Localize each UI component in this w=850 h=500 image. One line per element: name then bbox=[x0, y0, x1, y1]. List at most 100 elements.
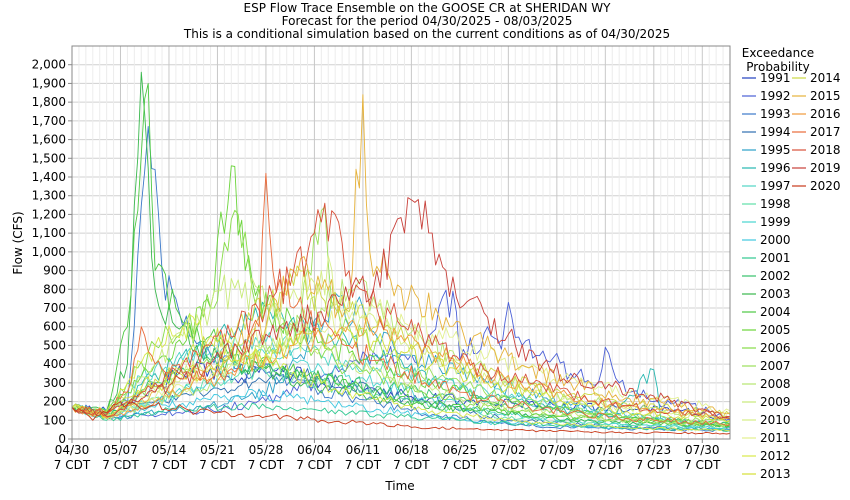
x-tick-date: 07/30 bbox=[685, 443, 720, 457]
legend-label-2007: 2007 bbox=[760, 359, 791, 373]
x-tick-tz: 7 CDT bbox=[54, 458, 91, 472]
legend-label-2000: 2000 bbox=[760, 233, 791, 247]
series-line-2017 bbox=[71, 172, 731, 427]
chart-title: ESP Flow Trace Ensemble on the GOOSE CR … bbox=[183, 1, 670, 41]
x-tick-date: 07/23 bbox=[637, 443, 672, 457]
y-tick-label: 900 bbox=[43, 264, 66, 278]
plot-area bbox=[72, 46, 730, 439]
series-line-2009 bbox=[71, 274, 731, 427]
title-line-3: This is a conditional simulation based o… bbox=[183, 27, 670, 41]
legend-label-2006: 2006 bbox=[760, 341, 791, 355]
series-line-2016 bbox=[71, 316, 730, 420]
x-tick-date: 05/21 bbox=[200, 443, 235, 457]
series-line-2011 bbox=[71, 298, 731, 420]
series-line-1999 bbox=[71, 347, 731, 430]
legend-label-1997: 1997 bbox=[760, 179, 791, 193]
y-tick-label: 0 bbox=[58, 432, 66, 446]
y-tick-label: 600 bbox=[43, 320, 66, 334]
y-tick-label: 2,000 bbox=[32, 58, 66, 72]
y-tick-label: 1,300 bbox=[32, 189, 66, 203]
x-tick-tz: 7 CDT bbox=[587, 458, 624, 472]
y-tick-label: 1,000 bbox=[32, 245, 66, 259]
x-tick-date: 07/09 bbox=[540, 443, 575, 457]
y-tick-label: 400 bbox=[43, 357, 66, 371]
y-tick-label: 800 bbox=[43, 282, 66, 296]
y-tick-label: 500 bbox=[43, 338, 66, 352]
series-line-2003 bbox=[71, 71, 731, 427]
legend-items: 1991 1992 1993 1994 1995 1996 1997 1998 1999 2000… bbox=[742, 71, 841, 481]
legend-label-2018: 2018 bbox=[810, 143, 841, 157]
x-tick-tz: 7 CDT bbox=[151, 458, 188, 472]
x-tick-date: 04/30 bbox=[55, 443, 90, 457]
series-lines bbox=[71, 71, 731, 435]
legend-label-1996: 1996 bbox=[760, 161, 791, 175]
y-tick-label: 1,500 bbox=[32, 151, 66, 165]
y-tick-label: 1,400 bbox=[32, 170, 66, 184]
legend-label-2020: 2020 bbox=[810, 179, 841, 193]
plot-border bbox=[71, 45, 731, 440]
y-tick-label: 1,700 bbox=[32, 114, 66, 128]
legend-label-1995: 1995 bbox=[760, 143, 791, 157]
title-line-1: ESP Flow Trace Ensemble on the GOOSE CR … bbox=[244, 1, 612, 15]
series-line-2018 bbox=[71, 202, 730, 419]
legend-label-1991: 1991 bbox=[760, 71, 791, 85]
legend-label-1999: 1999 bbox=[760, 215, 791, 229]
series-line-2019 bbox=[71, 197, 731, 419]
legend-label-1994: 1994 bbox=[760, 125, 791, 139]
series-line-2005 bbox=[71, 165, 731, 426]
legend-label-2002: 2002 bbox=[760, 269, 791, 283]
legend: Exceedance Probability 19911992199319941… bbox=[742, 46, 841, 481]
series-line-2007 bbox=[72, 206, 731, 423]
legend-label-2012: 2012 bbox=[760, 449, 791, 463]
y-axis-ticks: 0 100 200 300 400 500 600 700 800 900 1,000 1,100 1,… bbox=[32, 58, 72, 446]
y-tick-label: 1,200 bbox=[32, 207, 66, 221]
x-tick-date: 06/11 bbox=[346, 443, 381, 457]
legend-label-1998: 1998 bbox=[760, 197, 791, 211]
legend-label-2017: 2017 bbox=[810, 125, 841, 139]
x-tick-date: 05/14 bbox=[152, 443, 187, 457]
legend-label-2001: 2001 bbox=[760, 251, 791, 265]
legend-label-2015: 2015 bbox=[810, 89, 841, 103]
y-tick-label: 1,900 bbox=[32, 76, 66, 90]
legend-label-2004: 2004 bbox=[760, 305, 791, 319]
x-tick-date: 07/02 bbox=[491, 443, 526, 457]
series-line-2000 bbox=[71, 388, 731, 431]
x-tick-date: 05/28 bbox=[249, 443, 284, 457]
y-tick-label: 200 bbox=[43, 395, 66, 409]
legend-label-2009: 2009 bbox=[760, 395, 791, 409]
x-tick-tz: 7 CDT bbox=[248, 458, 285, 472]
legend-label-2008: 2008 bbox=[760, 377, 791, 391]
series-line-2010 bbox=[71, 255, 731, 420]
legend-label-2019: 2019 bbox=[810, 161, 841, 175]
x-tick-tz: 7 CDT bbox=[539, 458, 576, 472]
x-tick-date: 05/07 bbox=[103, 443, 138, 457]
y-tick-label: 1,600 bbox=[32, 133, 66, 147]
legend-label-2010: 2010 bbox=[760, 413, 791, 427]
y-tick-label: 1,800 bbox=[32, 95, 66, 109]
y-tick-label: 100 bbox=[43, 413, 66, 427]
legend-title-line-2: Probability bbox=[746, 60, 809, 74]
legend-title-line-1: Exceedance bbox=[742, 46, 814, 60]
legend-label-2005: 2005 bbox=[760, 323, 791, 337]
x-tick-tz: 7 CDT bbox=[102, 458, 139, 472]
x-tick-tz: 7 CDT bbox=[490, 458, 527, 472]
x-tick-tz: 7 CDT bbox=[684, 458, 721, 472]
x-tick-tz: 7 CDT bbox=[636, 458, 673, 472]
x-tick-tz: 7 CDT bbox=[393, 458, 430, 472]
series-line-2001 bbox=[71, 402, 731, 432]
legend-label-2011: 2011 bbox=[760, 431, 791, 445]
title-line-2: Forecast for the period 04/30/2025 - 08/… bbox=[282, 14, 573, 28]
x-tick-date: 07/16 bbox=[588, 443, 623, 457]
legend-label-2014: 2014 bbox=[810, 71, 841, 85]
y-tick-label: 1,100 bbox=[32, 226, 66, 240]
y-axis-label: Flow (CFS) bbox=[11, 211, 25, 274]
series-line-2012 bbox=[71, 314, 731, 432]
legend-label-2016: 2016 bbox=[810, 107, 841, 121]
series-line-2020 bbox=[71, 401, 731, 435]
x-tick-tz: 7 CDT bbox=[199, 458, 236, 472]
x-tick-date: 06/25 bbox=[443, 443, 478, 457]
series-line-1992 bbox=[71, 289, 731, 421]
x-tick-tz: 7 CDT bbox=[442, 458, 479, 472]
